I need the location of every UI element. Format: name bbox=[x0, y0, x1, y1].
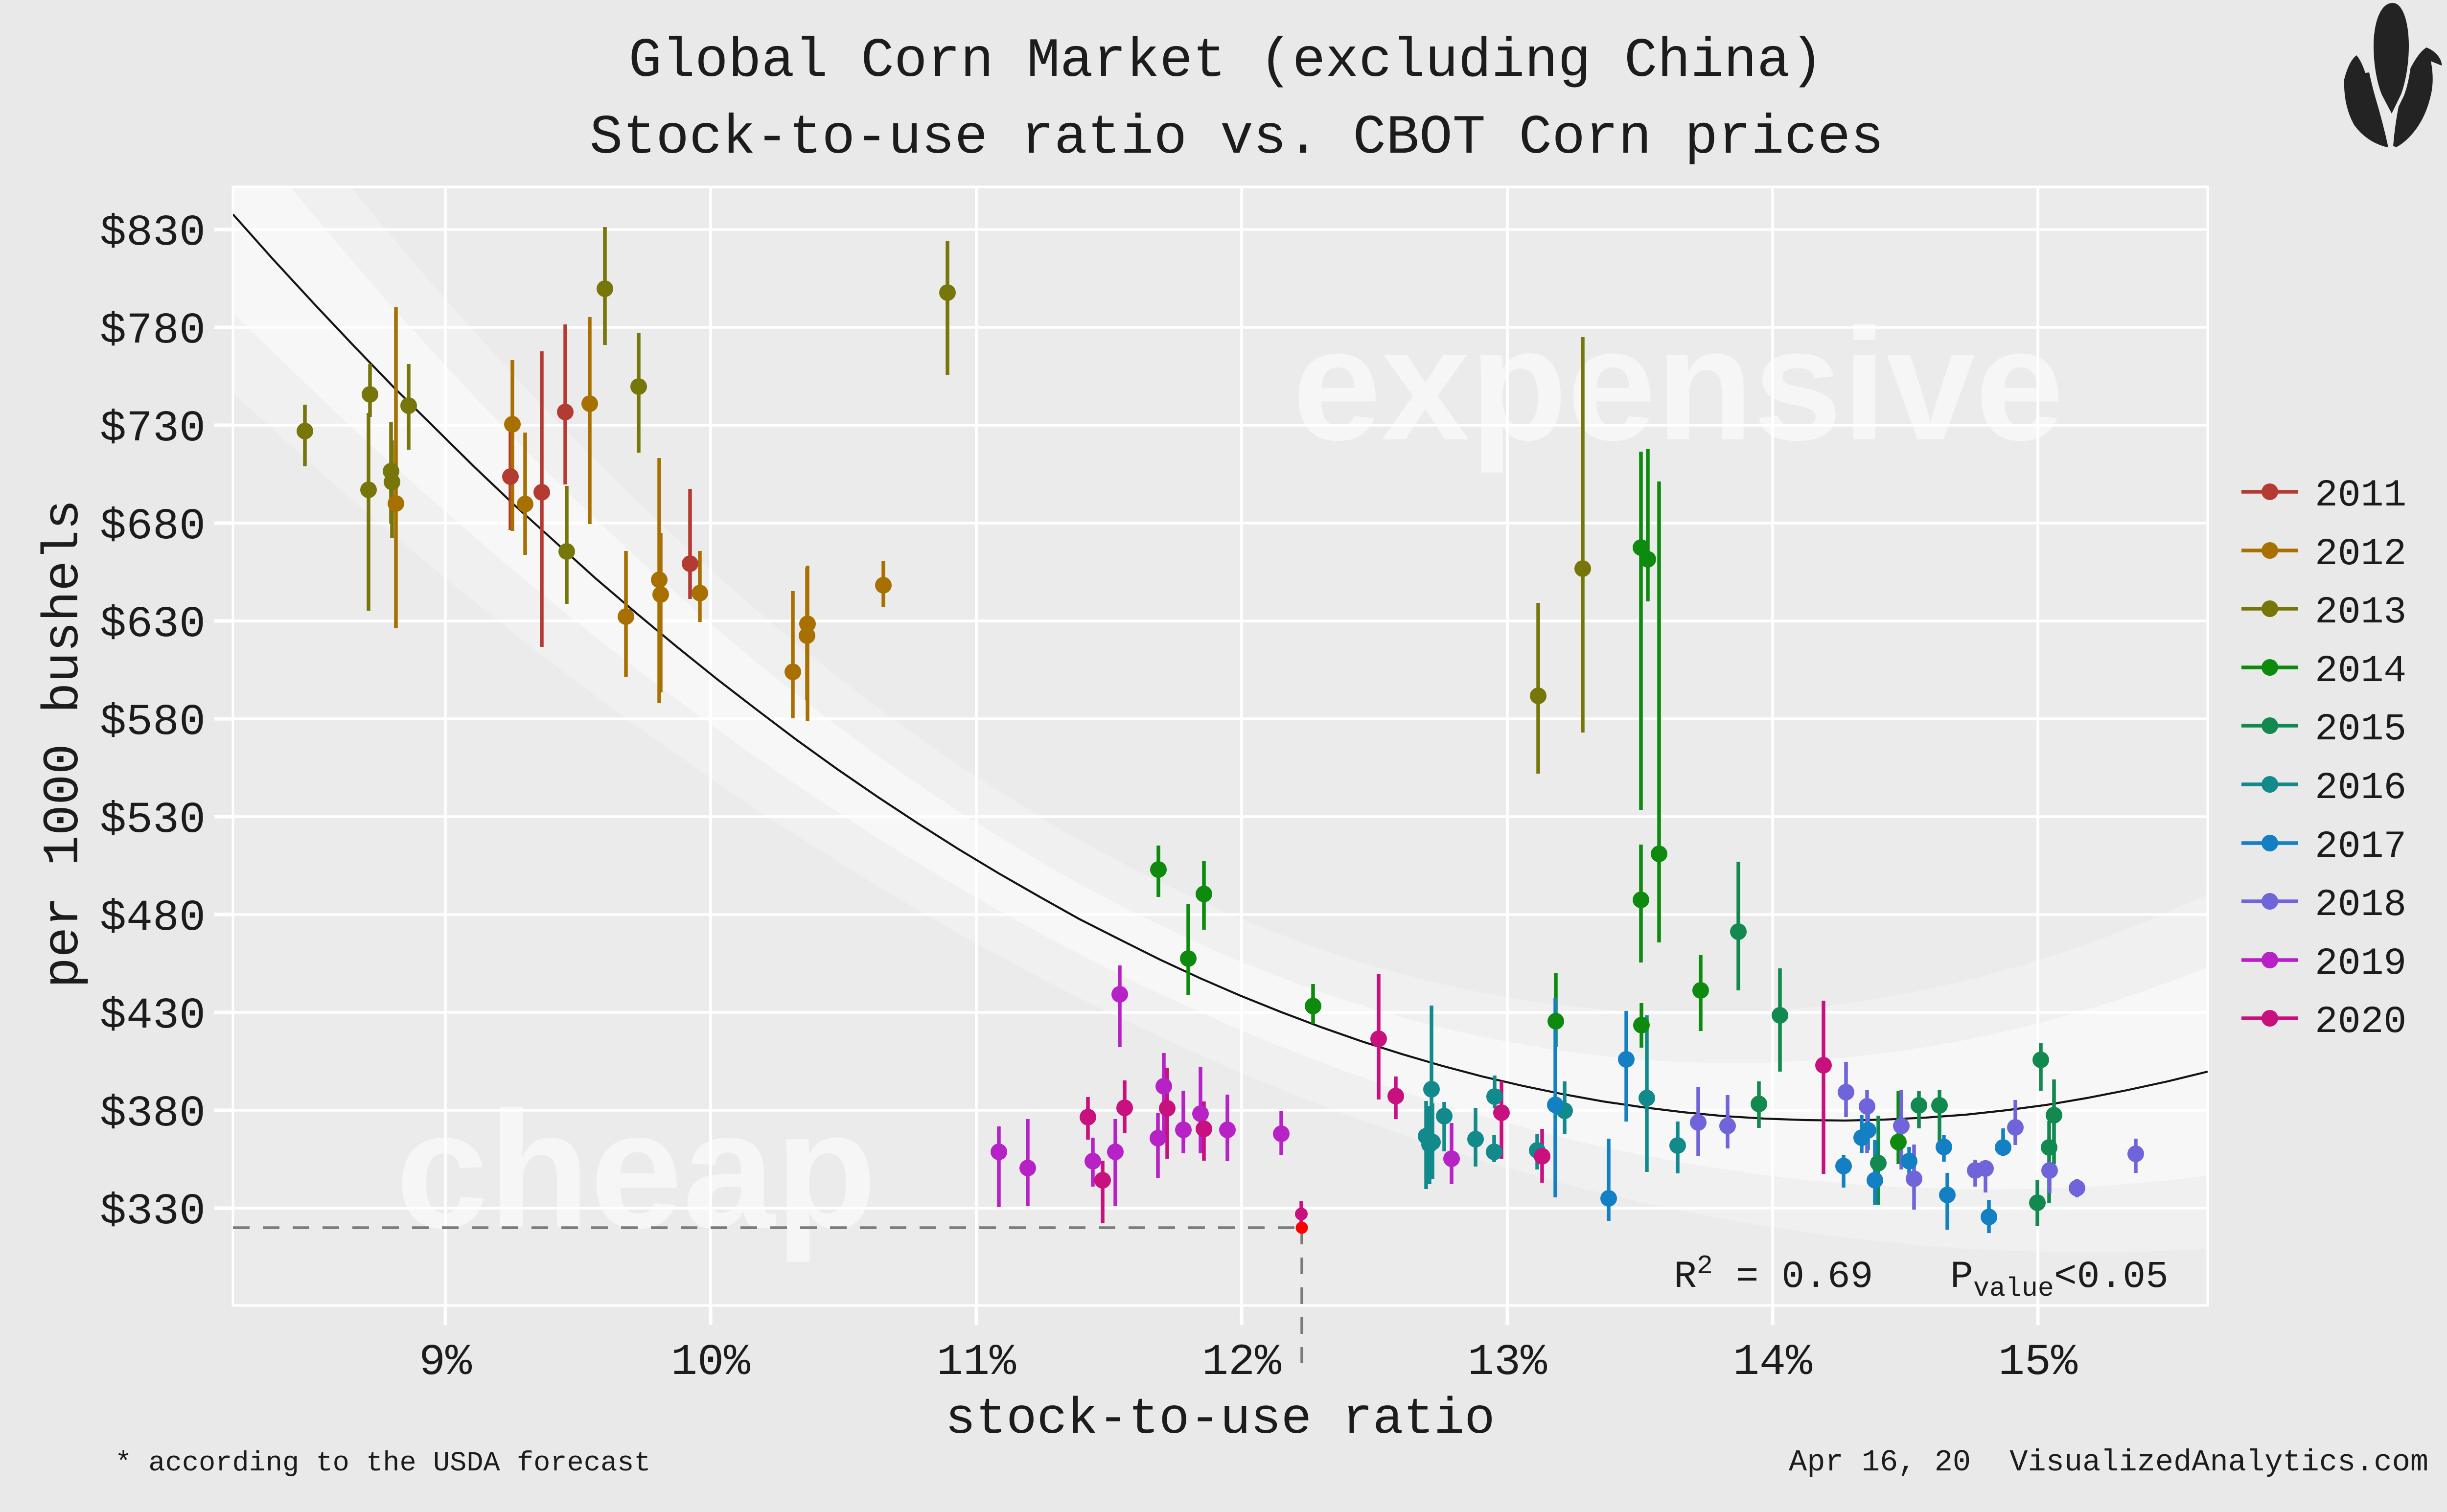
svg-text:2020: 2020 bbox=[2315, 1001, 2406, 1044]
svg-text:$480: $480 bbox=[100, 893, 206, 943]
svg-text:$430: $430 bbox=[100, 991, 206, 1041]
svg-text:R2 = 0.69: R2 = 0.69 bbox=[1674, 1251, 1873, 1299]
svg-text:stock-to-use ratio: stock-to-use ratio bbox=[945, 1391, 1495, 1448]
svg-text:expensive: expensive bbox=[1293, 296, 2064, 474]
svg-text:Global Corn Market (excluding: Global Corn Market (excluding China) bbox=[628, 30, 1823, 92]
svg-text:$330: $330 bbox=[100, 1187, 206, 1237]
svg-text:* according to the USDA foreca: * according to the USDA forecast bbox=[115, 1448, 651, 1479]
svg-text:per 1000 bushels: per 1000 bushels bbox=[35, 500, 93, 988]
svg-text:$630: $630 bbox=[100, 600, 206, 650]
svg-text:$380: $380 bbox=[100, 1089, 206, 1139]
svg-text:$530: $530 bbox=[100, 796, 206, 846]
svg-text:11%: 11% bbox=[937, 1338, 1016, 1388]
svg-text:$830: $830 bbox=[100, 208, 206, 258]
svg-text:15%: 15% bbox=[1998, 1338, 2078, 1388]
svg-text:12%: 12% bbox=[1202, 1338, 1282, 1388]
svg-text:10%: 10% bbox=[671, 1338, 751, 1388]
svg-text:2018: 2018 bbox=[2315, 884, 2406, 927]
svg-text:$680: $680 bbox=[100, 502, 206, 552]
svg-text:9%: 9% bbox=[419, 1338, 472, 1388]
svg-text:$730: $730 bbox=[100, 404, 206, 454]
svg-text:$780: $780 bbox=[100, 306, 206, 356]
svg-text:Apr 16, 20: Apr 16, 20 bbox=[1789, 1445, 1971, 1480]
svg-text:VisualizedAnalytics.com: VisualizedAnalytics.com bbox=[2009, 1445, 2428, 1480]
svg-text:2012: 2012 bbox=[2315, 533, 2406, 576]
svg-text:2015: 2015 bbox=[2315, 708, 2406, 751]
svg-text:Stock-to-use ratio vs. CBOT Co: Stock-to-use ratio vs. CBOT Corn prices bbox=[590, 107, 1884, 169]
svg-text:2011: 2011 bbox=[2315, 474, 2406, 517]
svg-text:cheap: cheap bbox=[396, 1077, 877, 1263]
svg-text:2013: 2013 bbox=[2315, 591, 2406, 634]
svg-text:$580: $580 bbox=[100, 698, 206, 748]
svg-text:2014: 2014 bbox=[2315, 650, 2406, 693]
svg-text:2019: 2019 bbox=[2315, 942, 2406, 985]
svg-text:Pvalue<0.05: Pvalue<0.05 bbox=[1950, 1256, 2169, 1304]
svg-text:14%: 14% bbox=[1733, 1338, 1813, 1388]
svg-text:13%: 13% bbox=[1468, 1338, 1547, 1388]
svg-text:2017: 2017 bbox=[2315, 825, 2406, 869]
svg-text:2016: 2016 bbox=[2315, 767, 2406, 810]
